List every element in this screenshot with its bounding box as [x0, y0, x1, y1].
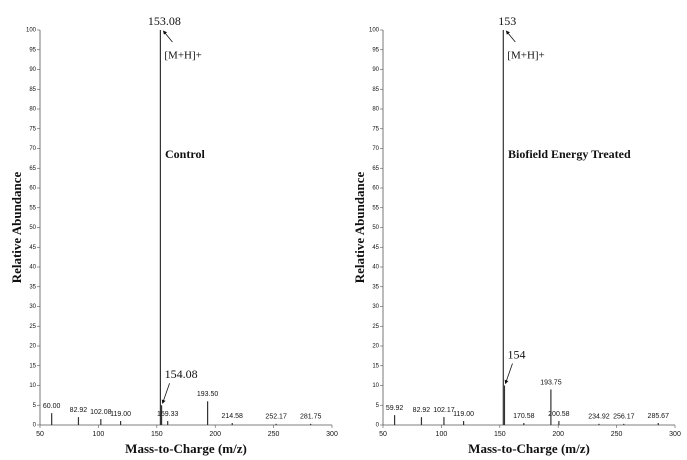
y-tick-label: 40	[372, 265, 379, 271]
label-arrow	[161, 383, 170, 404]
y-tick-label: 50	[29, 225, 36, 231]
x-tick-label: 100	[436, 431, 448, 438]
y-tick-label: 5	[33, 403, 37, 409]
peak-label: 214.58	[222, 413, 244, 420]
annotation-arrow	[505, 30, 516, 43]
peak-label: 60.00	[43, 403, 61, 410]
x-tick-label: 100	[93, 431, 105, 438]
peak-label: 59.92	[386, 405, 404, 412]
x-tick-label: 300	[669, 431, 681, 438]
chart: 0 5 10 15 20 25 30 35 40 45 50 55 60 65 70 75 80 85 90 95 10…	[9, 14, 338, 456]
peak-label: 82.92	[413, 407, 431, 414]
y-tick-label: 45	[372, 245, 379, 251]
y-tick-label: 15	[29, 363, 36, 369]
peak-label: 102.17	[433, 407, 455, 414]
y-tick-label: 70	[29, 146, 36, 152]
y-tick-label: 60	[372, 186, 379, 192]
peak-label: 193.75	[540, 379, 562, 386]
y-tick-label: 95	[372, 47, 379, 53]
x-tick-label: 150	[494, 431, 506, 438]
peak-label: 285.67	[648, 413, 670, 420]
y-tick-label: 100	[369, 28, 380, 34]
x-tick-label: 50	[36, 431, 44, 438]
peak-label: 153	[498, 14, 516, 28]
y-axis-title: Relative Abundance	[352, 171, 367, 283]
y-tick-label: 85	[29, 87, 36, 93]
x-tick-label: 250	[268, 431, 280, 438]
y-tick-label: 100	[26, 28, 37, 34]
y-tick-label: 0	[376, 423, 380, 429]
peak-label: 119.00	[110, 411, 131, 418]
y-tick-label: 75	[29, 126, 36, 132]
y-tick-label: 85	[372, 87, 379, 93]
y-tick-label: 10	[372, 383, 379, 389]
x-tick-label: 150	[151, 431, 163, 438]
annotation: [M+H]+	[507, 50, 544, 62]
y-axis-title: Relative Abundance	[9, 171, 24, 283]
chart: 0 5 10 15 20 25 30 35 40 45 50 55 60 65 70 75 80 85 90 95 10…	[352, 14, 681, 456]
y-tick-label: 10	[29, 383, 36, 389]
y-tick-label: 55	[29, 205, 36, 211]
chart-title: Biofield Energy Treated	[508, 147, 631, 161]
peak-label: 154.08	[165, 367, 198, 381]
y-tick-label: 30	[372, 304, 379, 310]
y-tick-label: 5	[376, 403, 380, 409]
annotation-arrow	[162, 30, 173, 43]
annotation: [M+H]+	[164, 50, 201, 62]
y-tick-label: 90	[29, 67, 36, 73]
y-tick-label: 55	[372, 205, 379, 211]
x-tick-label: 300	[326, 431, 338, 438]
y-tick-label: 25	[372, 324, 379, 330]
x-tick-label: 200	[552, 431, 564, 438]
peak-label: 159.33	[157, 411, 179, 418]
peak-label: 193.50	[197, 391, 219, 398]
y-tick-label: 0	[33, 423, 37, 429]
y-tick-label: 95	[29, 47, 36, 53]
y-tick-label: 80	[29, 107, 36, 113]
peak-label: 200.58	[548, 411, 570, 418]
peak-label: 234.92	[588, 414, 610, 421]
y-tick-label: 20	[372, 344, 379, 350]
y-tick-label: 90	[372, 67, 379, 73]
x-tick-label: 200	[209, 431, 221, 438]
y-tick-label: 45	[29, 245, 36, 251]
y-tick-label: 70	[372, 146, 379, 152]
peak-label: 102.08	[90, 409, 112, 416]
y-tick-label: 25	[29, 324, 36, 330]
y-tick-label: 80	[372, 107, 379, 113]
peak-label: 154	[507, 347, 525, 361]
y-tick-label: 20	[29, 344, 36, 350]
peak-label: 281.75	[300, 414, 322, 421]
label-arrow	[504, 363, 513, 385]
y-tick-label: 35	[372, 284, 379, 290]
y-tick-label: 35	[29, 284, 36, 290]
peak-label: 82.92	[70, 407, 88, 414]
peak-label: 119.00	[453, 411, 474, 418]
peak-label: 170.58	[513, 413, 535, 420]
x-axis-title: Mass-to-Charge (m/z)	[468, 441, 590, 456]
y-tick-label: 60	[29, 186, 36, 192]
y-tick-label: 15	[372, 363, 379, 369]
chart-title: Control	[165, 147, 205, 161]
x-tick-label: 50	[379, 431, 387, 438]
y-tick-label: 65	[372, 166, 379, 172]
x-axis-title: Mass-to-Charge (m/z)	[125, 441, 247, 456]
x-tick-label: 250	[611, 431, 623, 438]
y-tick-label: 50	[372, 225, 379, 231]
y-tick-label: 40	[29, 265, 36, 271]
peak-label: 153.08	[148, 14, 181, 28]
y-tick-label: 75	[372, 126, 379, 132]
y-tick-label: 30	[29, 304, 36, 310]
y-tick-label: 65	[29, 166, 36, 172]
peak-label: 256.17	[613, 414, 635, 421]
peak-label: 252.17	[265, 414, 287, 421]
